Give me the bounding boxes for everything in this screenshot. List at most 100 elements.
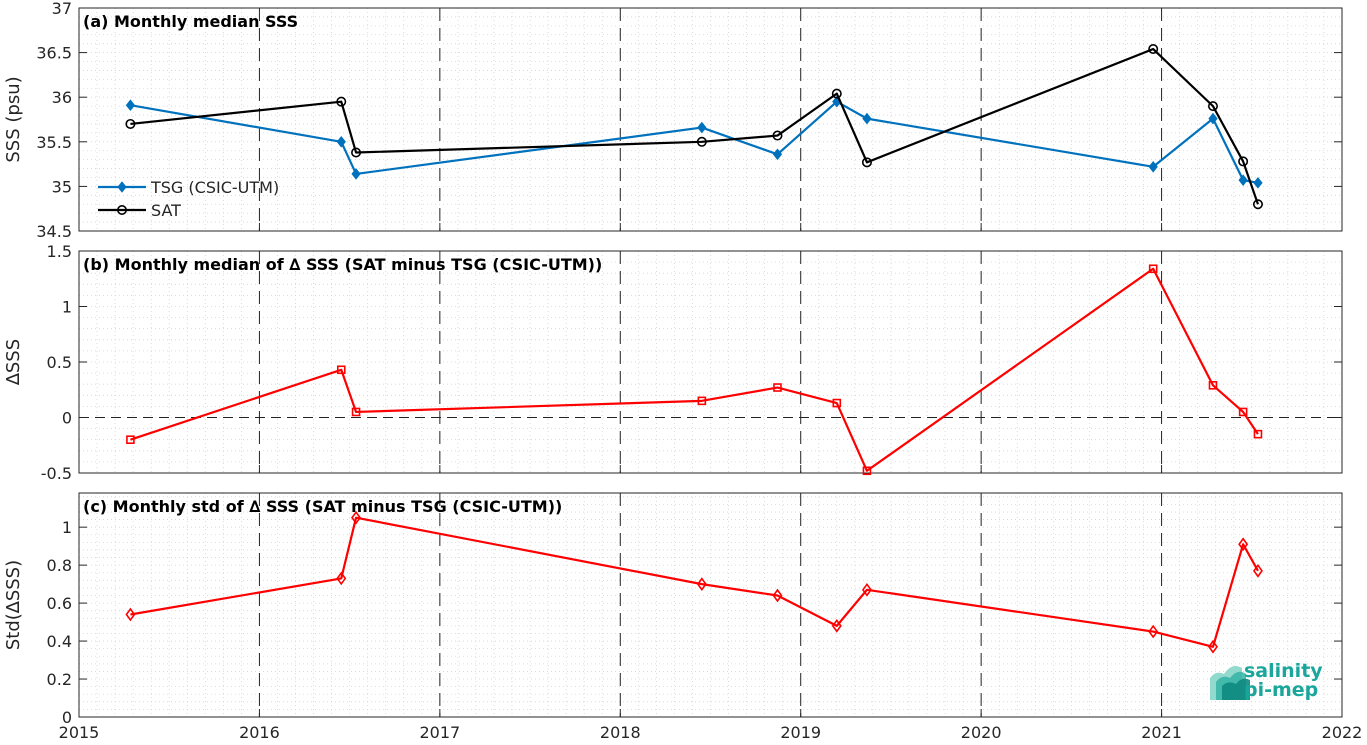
series-tsg-csic-utm-: [125, 95, 1263, 189]
data-point: [336, 365, 346, 375]
y-axis-label: Std(∆SSS): [3, 560, 24, 650]
data-point: [351, 510, 362, 525]
x-axis: [78, 465, 1343, 473]
data-point: [1253, 429, 1263, 439]
y-axis: 0 0.2 0.4 0.6 0.8 1: [47, 518, 1342, 727]
y-axis: -0.5 0 0.5 1 1.5: [41, 242, 1342, 483]
x-tick-label: 2017: [419, 723, 460, 742]
y-tick-label: 0.5: [47, 353, 72, 372]
data-point: [125, 607, 136, 622]
y-axis: 34.5 35 35.5 36 36.5 37: [36, 0, 1342, 241]
data-point: [1208, 381, 1218, 390]
data-point: [831, 88, 842, 99]
y-tick-label: 0.8: [47, 556, 72, 575]
data-point: [1238, 407, 1248, 417]
data-point: [861, 582, 872, 597]
y-tick-label: 0: [62, 708, 72, 727]
y-axis-label: ∆SSS: [3, 339, 24, 386]
series-delta-sss: [126, 264, 1263, 476]
series-line: [130, 47, 1260, 205]
data-point: [1238, 537, 1249, 552]
data-point: [1148, 44, 1159, 55]
y-tick-label: 1: [62, 518, 72, 537]
x-tick-label: 2019: [780, 723, 821, 742]
minor-grid: [79, 493, 1342, 717]
data-point: [772, 130, 783, 141]
x-tick-label: 2020: [961, 723, 1002, 742]
data-point: [1252, 199, 1263, 210]
logo-text-line1: salinity: [1244, 660, 1323, 682]
data-point: [772, 148, 783, 161]
data-point: [697, 396, 707, 406]
legend: TSG (CSIC-UTM) SAT: [98, 178, 279, 220]
data-point: [1253, 177, 1263, 189]
x-tick-label: 2021: [1141, 723, 1182, 742]
data-point: [351, 168, 361, 180]
legend-label: SAT: [151, 201, 181, 220]
year-lines: [258, 493, 1163, 717]
minor-grid: [79, 251, 1342, 473]
legend-entry: SAT: [98, 201, 181, 220]
y-tick-label: 35: [52, 177, 72, 196]
series-delta-sss: [125, 510, 1263, 654]
data-point: [1238, 156, 1249, 167]
data-point: [125, 99, 136, 112]
y-tick-label: 0.4: [47, 632, 72, 651]
data-point: [862, 466, 872, 476]
legend-label: TSG (CSIC-UTM): [150, 178, 279, 197]
chart-panel-1: 34.5 35 35.5 36 36.5 37 SSS (psu) (a) Monthly m…: [3, 0, 1343, 241]
x-axis: 2015 2016 2017 2018 2019 2020 2021 2022: [59, 709, 1363, 742]
year-lines: [258, 251, 1163, 473]
panel-title: (a) Monthly median SSS: [83, 12, 298, 31]
axes-box: [78, 7, 1343, 232]
y-tick-label: 35.5: [36, 133, 72, 152]
data-point: [336, 135, 346, 148]
y-tick-label: -0.5: [41, 464, 72, 483]
x-tick-label: 2018: [600, 723, 641, 742]
logo-text-line2: pi-mep: [1244, 679, 1318, 701]
y-tick-label: 1.5: [47, 242, 72, 261]
data-point: [831, 619, 842, 633]
data-point: [1208, 112, 1218, 125]
y-axis-label: SSS (psu): [3, 76, 24, 162]
panel-title: (b) Monthly median of ∆ SSS (SAT minus T…: [83, 255, 602, 274]
data-point: [1148, 264, 1158, 274]
legend-entry: TSG (CSIC-UTM): [98, 178, 279, 197]
data-point: [1238, 174, 1248, 186]
plot-area: [79, 8, 1342, 231]
data-point: [697, 121, 707, 134]
y-tick-label: 34.5: [36, 222, 72, 241]
panel-title: (c) Monthly std of ∆ SSS (SAT minus TSG …: [83, 497, 562, 516]
x-tick-label: 2015: [59, 723, 100, 742]
y-tick-label: 37: [52, 0, 72, 18]
x-axis: [78, 223, 1343, 231]
minor-grid: [79, 8, 1342, 231]
data-point: [832, 398, 842, 408]
data-point: [351, 407, 361, 417]
data-point: [336, 571, 347, 586]
series-line: [130, 267, 1259, 472]
y-tick-label: 36: [52, 88, 72, 107]
x-tick-label: 2022: [1322, 723, 1363, 742]
data-point: [1207, 101, 1218, 112]
x-tick-label: 2016: [239, 723, 280, 742]
data-point: [773, 383, 782, 392]
data-point: [351, 147, 362, 158]
data-point: [336, 96, 347, 107]
data-point: [696, 577, 707, 591]
y-tick-label: 36.5: [36, 44, 72, 63]
data-point: [1148, 624, 1159, 639]
y-tick-label: 1: [62, 298, 72, 317]
y-tick-label: 0: [62, 409, 72, 428]
series-line: [130, 516, 1259, 648]
axes-box: [78, 492, 1343, 718]
data-point: [125, 118, 136, 129]
data-point: [861, 157, 872, 168]
data-point: [126, 435, 135, 445]
data-point: [1148, 160, 1158, 173]
legend-marker: [117, 205, 128, 216]
series-sat: [125, 44, 1263, 210]
y-tick-label: 0.6: [47, 594, 72, 613]
